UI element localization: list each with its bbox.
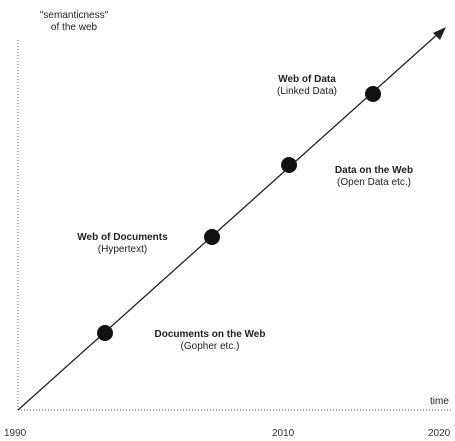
milestone-subtitle: (Linked Data) [276, 86, 338, 97]
y-axis-label-line1: "semanticness" [39, 10, 109, 21]
trend-arrow-head [433, 27, 446, 40]
y-axis-label-line2: of the web [50, 22, 98, 33]
milestone-dot-documents-on-the-web [97, 325, 113, 341]
milestone-label-documents-on-the-web: Documents on the Web (Gopher etc.) [140, 329, 280, 353]
milestone-label-data-on-the-web: Data on the Web (Open Data etc.) [318, 165, 430, 189]
x-axis-label: time [430, 396, 449, 407]
milestone-title: Web of Documents [77, 232, 168, 243]
milestone-dot-data-on-the-web [281, 157, 297, 173]
milestone-label-web-of-documents: Web of Documents (Hypertext) [60, 232, 185, 256]
milestone-title: Documents on the Web [154, 329, 266, 340]
x-tick-2010: 2010 [272, 428, 295, 439]
milestone-subtitle: (Hypertext) [97, 244, 148, 255]
milestone-dot-web-of-data [365, 86, 381, 102]
milestone-title: Web of Data [278, 74, 336, 85]
x-tick-1990: 1990 [4, 428, 27, 439]
milestone-label-web-of-data: Web of Data (Linked Data) [262, 74, 352, 98]
milestone-subtitle: (Gopher etc.) [180, 341, 240, 352]
x-tick-2020: 2020 [428, 428, 451, 439]
milestone-dot-web-of-documents [204, 229, 220, 245]
milestone-subtitle: (Open Data etc.) [337, 177, 411, 188]
y-axis-label: "semanticness" of the web [36, 10, 112, 34]
milestone-title: Data on the Web [334, 165, 414, 176]
